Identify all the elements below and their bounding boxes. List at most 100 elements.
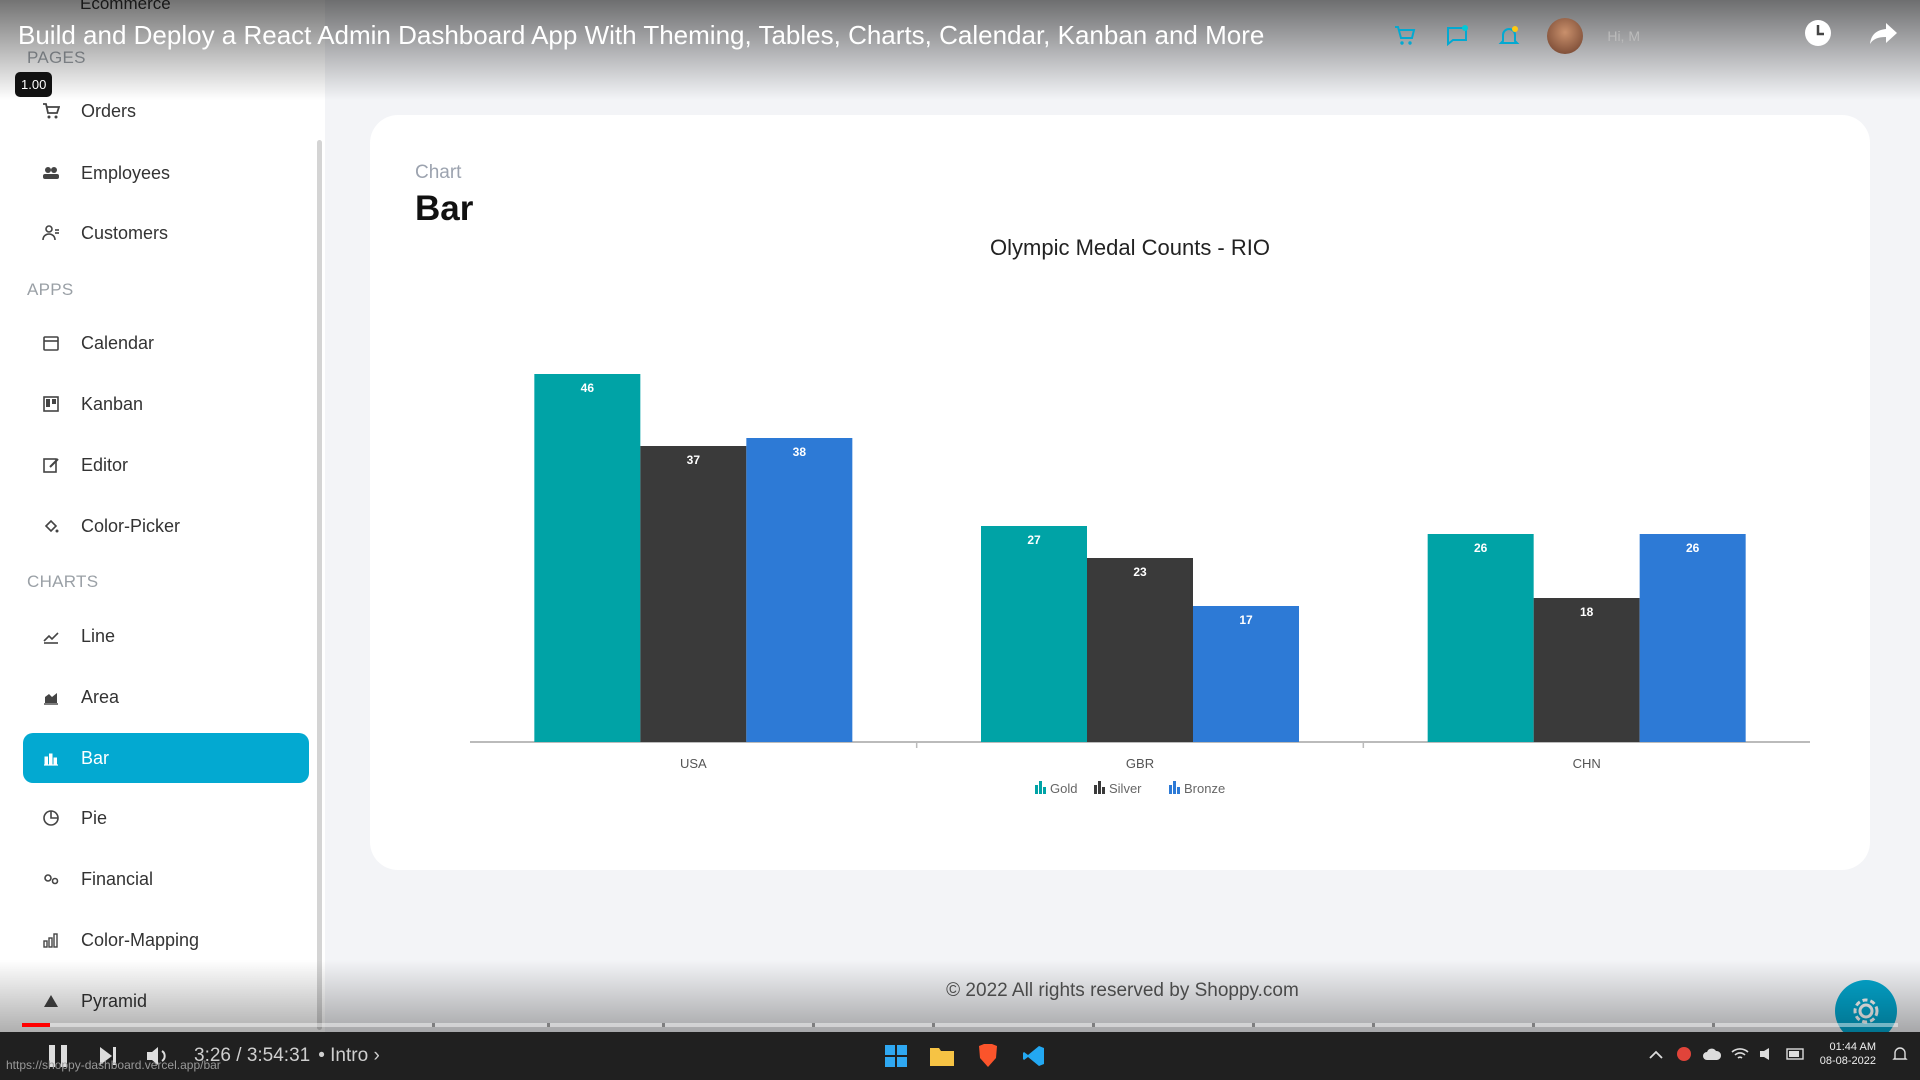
volume-button[interactable]	[138, 1036, 178, 1076]
sidebar-item-line[interactable]: Line	[23, 611, 309, 661]
legend-marker	[1094, 785, 1097, 794]
bar-chart-svg: Olympic Medal Counts - RIO 46 37 38 USA 27 23 1…	[470, 235, 1810, 796]
speaker-icon[interactable]	[1758, 1044, 1778, 1064]
data-label: 46	[581, 381, 595, 395]
chapter-divider	[662, 1023, 665, 1027]
chapter-divider	[1252, 1023, 1255, 1027]
chevron-up-icon[interactable]	[1646, 1044, 1666, 1064]
sidebar-item-area[interactable]: Area	[23, 672, 309, 722]
sidebar-item-label: Customers	[81, 222, 169, 243]
system-clock[interactable]: 01:44 AM 08-08-2022	[1820, 1040, 1876, 1068]
cloud-icon[interactable]	[1702, 1044, 1722, 1064]
line-chart-icon	[41, 626, 61, 646]
chat-icon[interactable]	[1443, 22, 1471, 50]
sidebar-item-pyramid[interactable]: Pyramid	[23, 976, 309, 1026]
area-chart-icon	[41, 687, 61, 707]
clock-date: 08-08-2022	[1819, 1055, 1876, 1067]
sidebar-scrollbar[interactable]	[317, 140, 322, 1030]
sidebar-item-orders[interactable]: Orders	[23, 86, 309, 136]
cart-icon[interactable]	[1391, 22, 1419, 50]
sidebar-item-kanban[interactable]: Kanban	[23, 379, 309, 429]
player-controls: 3:26 / 3:54:31 • Intro ›	[0, 1032, 1920, 1080]
data-label: 18	[1580, 605, 1594, 619]
video-title[interactable]: Build and Deploy a React Admin Dashboard…	[18, 20, 1265, 50]
sidebar-item-ecommerce[interactable]: Ecommerce	[80, 0, 171, 13]
bar-bronze-usa	[746, 438, 853, 742]
sidebar-item-label: Employees	[81, 162, 171, 183]
employees-icon	[41, 163, 61, 183]
data-label: 27	[1027, 533, 1041, 547]
legend-marker	[1177, 787, 1180, 794]
data-label: 26	[1474, 541, 1488, 555]
avatar[interactable]	[1547, 18, 1584, 54]
sidebar-heading-pages: PAGES	[27, 48, 86, 67]
share-icon[interactable]	[1868, 17, 1900, 54]
settings-button[interactable]	[1835, 980, 1897, 1042]
file-explorer-icon[interactable]	[926, 1040, 958, 1072]
sidebar-item-editor[interactable]: Editor	[23, 440, 309, 490]
legend-marker	[1102, 787, 1105, 794]
bell-icon[interactable]	[1495, 22, 1523, 50]
chapter-divider	[432, 1023, 435, 1027]
youtube-top-controls	[1802, 17, 1900, 54]
navbar-icons: Hi, M	[1391, 18, 1640, 54]
sidebar-item-label: Kanban	[81, 393, 144, 414]
pyramid-icon	[41, 991, 61, 1011]
chart-title: Olympic Medal Counts - RIO	[990, 235, 1270, 260]
volume-icon	[147, 1047, 166, 1065]
sidebar-item-label: Color-Mapping	[81, 929, 200, 950]
notifications-icon[interactable]	[1890, 1044, 1910, 1064]
sidebar-item-color-mapping[interactable]: Color-Mapping	[23, 915, 309, 965]
pause-icon	[49, 1045, 67, 1067]
legend-marker	[1039, 781, 1042, 794]
video-progress-bar[interactable]	[22, 1023, 1898, 1027]
data-label: 23	[1133, 565, 1147, 579]
gear-icon	[1853, 998, 1879, 1024]
legend-item-bronze[interactable]: Bronze	[1169, 781, 1225, 796]
paint-icon	[41, 516, 61, 536]
wifi-icon[interactable]	[1730, 1044, 1750, 1064]
vscode-icon[interactable]	[1018, 1040, 1050, 1072]
brave-browser-icon[interactable]	[972, 1040, 1004, 1072]
chapter-divider	[1372, 1023, 1375, 1027]
customers-icon	[41, 223, 61, 243]
legend-item-silver[interactable]: Silver	[1094, 781, 1142, 796]
color-mapping-icon	[41, 930, 61, 950]
footer-copyright: © 2022 All rights reserved by Shoppy.com	[946, 980, 1299, 1001]
data-label: 26	[1686, 541, 1700, 555]
legend-marker	[1098, 781, 1101, 794]
sidebar-item-customers[interactable]: Customers	[23, 208, 309, 258]
sidebar-item-label: Calendar	[81, 332, 155, 353]
page-category: Chart	[415, 162, 462, 183]
sidebar: Ecommerce PAGES Orders Employees Custome…	[0, 0, 325, 1080]
bar-silver-gbr	[1087, 558, 1193, 742]
sidebar-item-label: Area	[81, 686, 120, 707]
main-content: Chart Bar Olympic Medal Counts - RIO 46 37…	[325, 0, 1920, 1080]
watch-later-icon[interactable]	[1802, 17, 1834, 54]
pause-button[interactable]	[38, 1036, 78, 1076]
user-greeting: Hi, M	[1607, 28, 1640, 44]
sidebar-item-financial[interactable]: Financial	[23, 854, 309, 904]
legend-marker	[1043, 787, 1046, 794]
system-tray: 01:44 AM 08-08-2022	[1646, 1040, 1910, 1068]
sidebar-item-bar[interactable]: Bar	[23, 733, 309, 783]
windows-start-icon[interactable]	[880, 1040, 912, 1072]
next-button[interactable]	[88, 1036, 128, 1076]
legend-item-gold[interactable]: Gold	[1035, 781, 1077, 796]
brave-tray-icon[interactable]	[1674, 1044, 1694, 1064]
sidebar-item-calendar[interactable]: Calendar	[23, 318, 309, 368]
x-tick-label: USA	[680, 756, 707, 771]
chart-card: Chart Bar Olympic Medal Counts - RIO 46 37…	[370, 115, 1870, 870]
bar-silver-chn	[1533, 598, 1640, 742]
chapter-title[interactable]: • Intro ›	[318, 1045, 380, 1066]
data-label: 38	[793, 445, 807, 459]
pie-chart-icon	[41, 808, 61, 828]
bar-bronze-chn	[1639, 534, 1746, 742]
battery-icon[interactable]	[1786, 1044, 1806, 1064]
bar-chart[interactable]: Olympic Medal Counts - RIO 46 37 38 USA 27 23 1…	[440, 230, 1820, 830]
sidebar-item-color-picker[interactable]: Color-Picker	[23, 501, 309, 551]
sidebar-item-employees[interactable]: Employees	[23, 148, 309, 198]
kanban-icon	[41, 394, 61, 414]
sidebar-heading-apps: APPS	[27, 280, 74, 299]
sidebar-item-pie[interactable]: Pie	[23, 793, 309, 843]
